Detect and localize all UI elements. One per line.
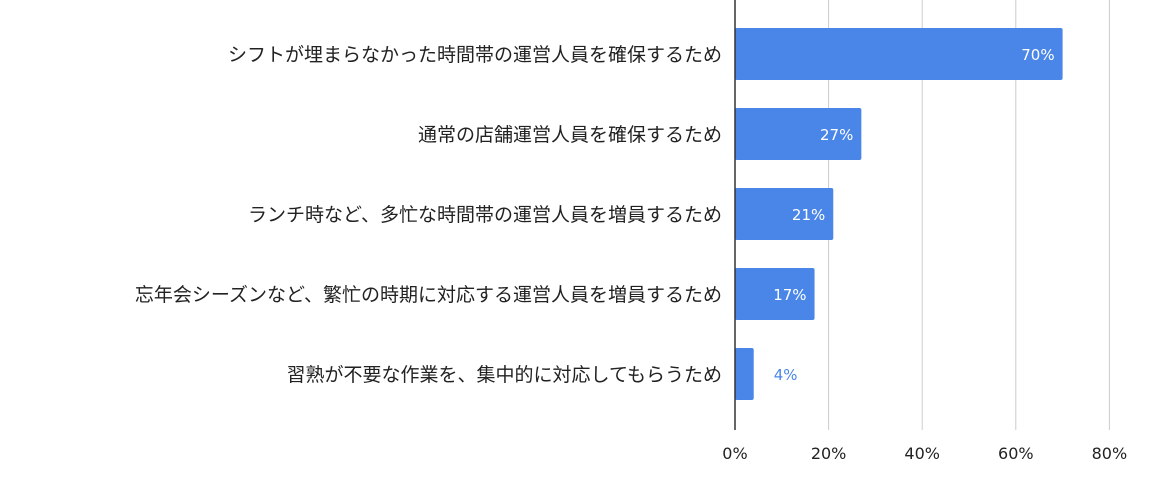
- data-label-2: 27%: [820, 126, 853, 144]
- x-tick-label-40: 40%: [904, 444, 940, 463]
- category-labels: シフトが埋まらなかった時間帯の運営人員を確保するため通常の店舗運営人員を確保する…: [135, 44, 722, 386]
- category-label-5: 習熟が不要な作業を、集中的に対応してもらうため: [287, 364, 722, 386]
- category-label-3: ランチ時など、多忙な時間帯の運営人員を増員するため: [248, 204, 722, 226]
- bars: [735, 28, 1063, 400]
- x-tick-label-20: 20%: [811, 444, 847, 463]
- category-label-4: 忘年会シーズンなど、繁忙の時期に対応する運営人員を増員するため: [135, 284, 722, 306]
- data-label-4: 17%: [773, 286, 806, 304]
- bar-4: [735, 268, 815, 320]
- data-label-3: 21%: [792, 206, 825, 224]
- data-label-1: 70%: [1021, 46, 1054, 64]
- category-label-1: シフトが埋まらなかった時間帯の運営人員を確保するため: [228, 44, 722, 66]
- bar-5: [735, 348, 754, 400]
- x-tick-label-60: 60%: [998, 444, 1034, 463]
- category-label-2: 通常の店舗運営人員を確保するため: [418, 124, 722, 146]
- bar-3: [735, 188, 834, 240]
- bar-1: [735, 28, 1063, 80]
- x-tick-label-0: 0%: [722, 444, 747, 463]
- x-tick-label-80: 80%: [1092, 444, 1128, 463]
- data-label-5: 4%: [774, 366, 798, 384]
- bar-2: [735, 108, 862, 160]
- x-axis-tick-labels: 0% 20% 40% 60% 80%: [722, 444, 1127, 463]
- value-labels: 70% 27% 21% 17% 4%: [773, 46, 1054, 384]
